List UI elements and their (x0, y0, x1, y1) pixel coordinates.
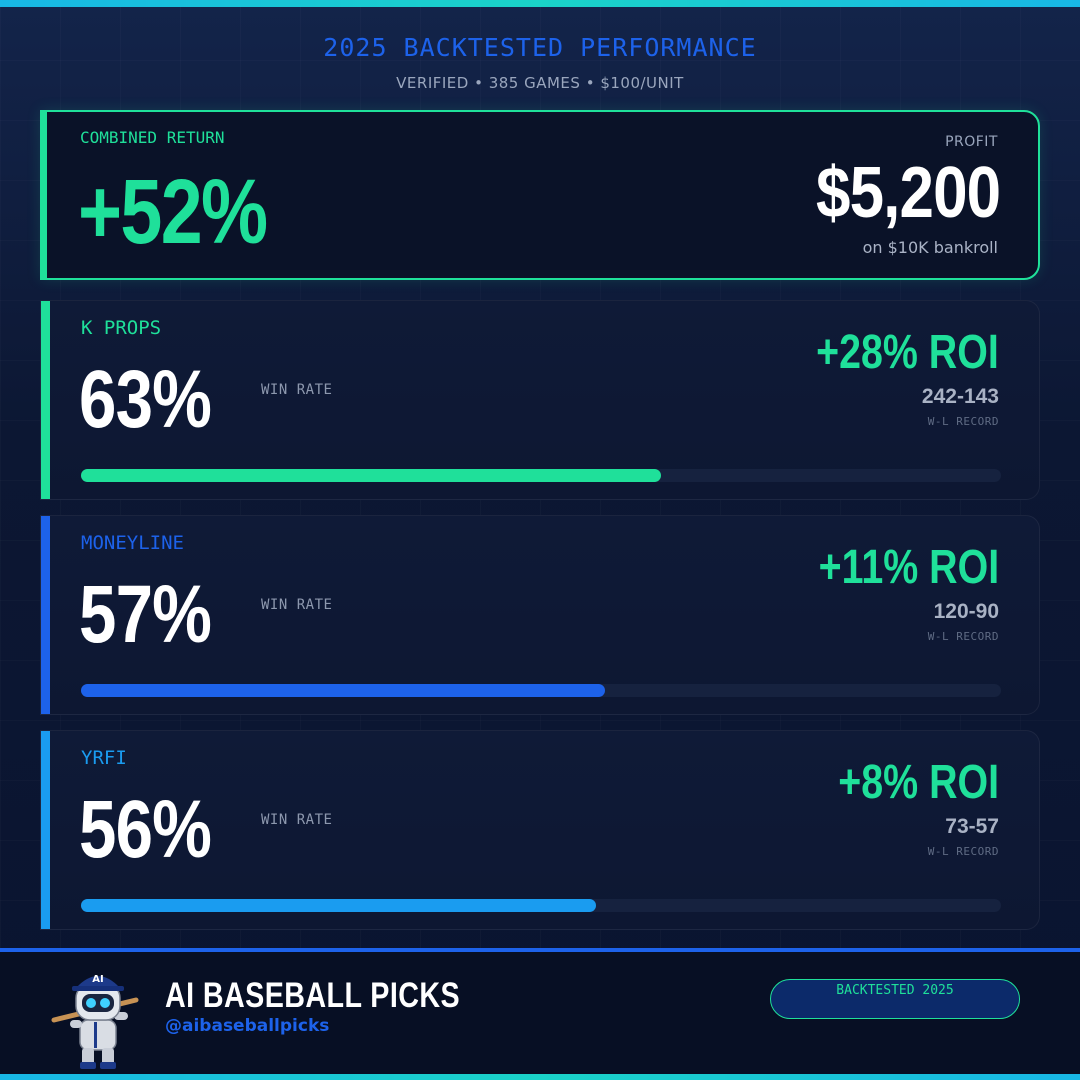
stat-name: MONEYLINE (81, 532, 184, 554)
robot-cap-text: AI (92, 974, 103, 985)
wl-record-label: W-L RECORD (927, 845, 999, 858)
win-rate-progress-fill (81, 684, 606, 697)
win-rate-label: WIN RATE (261, 382, 333, 398)
combined-return-value: +52% (78, 161, 268, 263)
win-rate-progress-fill (81, 899, 597, 912)
stat-accent-bar (41, 301, 50, 499)
stat-name: YRFI (81, 747, 127, 769)
combined-return-card: COMBINED RETURN +52% PROFIT $5,200 on $1… (40, 110, 1040, 280)
bottom-accent-bar (0, 1074, 1080, 1080)
combined-return-label: COMBINED RETURN (80, 128, 225, 147)
profit-label: PROFIT (945, 134, 998, 150)
win-rate-value: 57% (79, 569, 212, 660)
stat-card-yrfi: YRFI 56% WIN RATE +8% ROI 73-57 W-L RECO… (40, 730, 1040, 930)
wl-record-label: W-L RECORD (927, 415, 999, 428)
page-subtitle: VERIFIED • 385 GAMES • $100/UNIT (396, 74, 684, 92)
social-handle-link[interactable]: @aibaseballpicks (165, 1016, 330, 1036)
wl-record: 242-143 (921, 385, 999, 408)
brand-name: AI BASEBALL PICKS (165, 976, 461, 1015)
footer: AI AI BASEBALL PICKS @aibaseballpicks BA… (0, 948, 1080, 1078)
win-rate-value: 63% (79, 354, 212, 445)
win-rate-progress-track (81, 469, 1001, 482)
top-accent-bar (0, 0, 1080, 7)
win-rate-progress-track (81, 899, 1001, 912)
win-rate-label: WIN RATE (261, 597, 333, 613)
win-rate-progress-track (81, 684, 1001, 697)
win-rate-progress-fill (81, 469, 661, 482)
profit-value: $5,200 (815, 153, 1001, 233)
wl-record: 73-57 (945, 815, 999, 838)
page-title: 2025 BACKTESTED PERFORMANCE (323, 33, 757, 62)
bankroll-note: on $10K bankroll (862, 238, 998, 257)
robot-mascot-icon: AI (51, 974, 139, 1069)
roi-value: +8% ROI (838, 756, 999, 809)
wl-record: 120-90 (933, 600, 999, 623)
stat-accent-bar (41, 731, 50, 929)
roi-value: +28% ROI (816, 326, 999, 379)
combined-accent-bar (40, 110, 47, 280)
win-rate-value: 56% (79, 784, 212, 875)
wl-record-label: W-L RECORD (927, 630, 999, 643)
stat-card-k-props: K PROPS 63% WIN RATE +28% ROI 242-143 W-… (40, 300, 1040, 500)
stat-card-moneyline: MONEYLINE 57% WIN RATE +11% ROI 120-90 W… (40, 515, 1040, 715)
stat-accent-bar (41, 516, 50, 714)
backtested-badge: BACKTESTED 2025 (770, 979, 1020, 1019)
stat-name: K PROPS (81, 317, 162, 339)
win-rate-label: WIN RATE (261, 812, 333, 828)
roi-value: +11% ROI (818, 541, 999, 594)
